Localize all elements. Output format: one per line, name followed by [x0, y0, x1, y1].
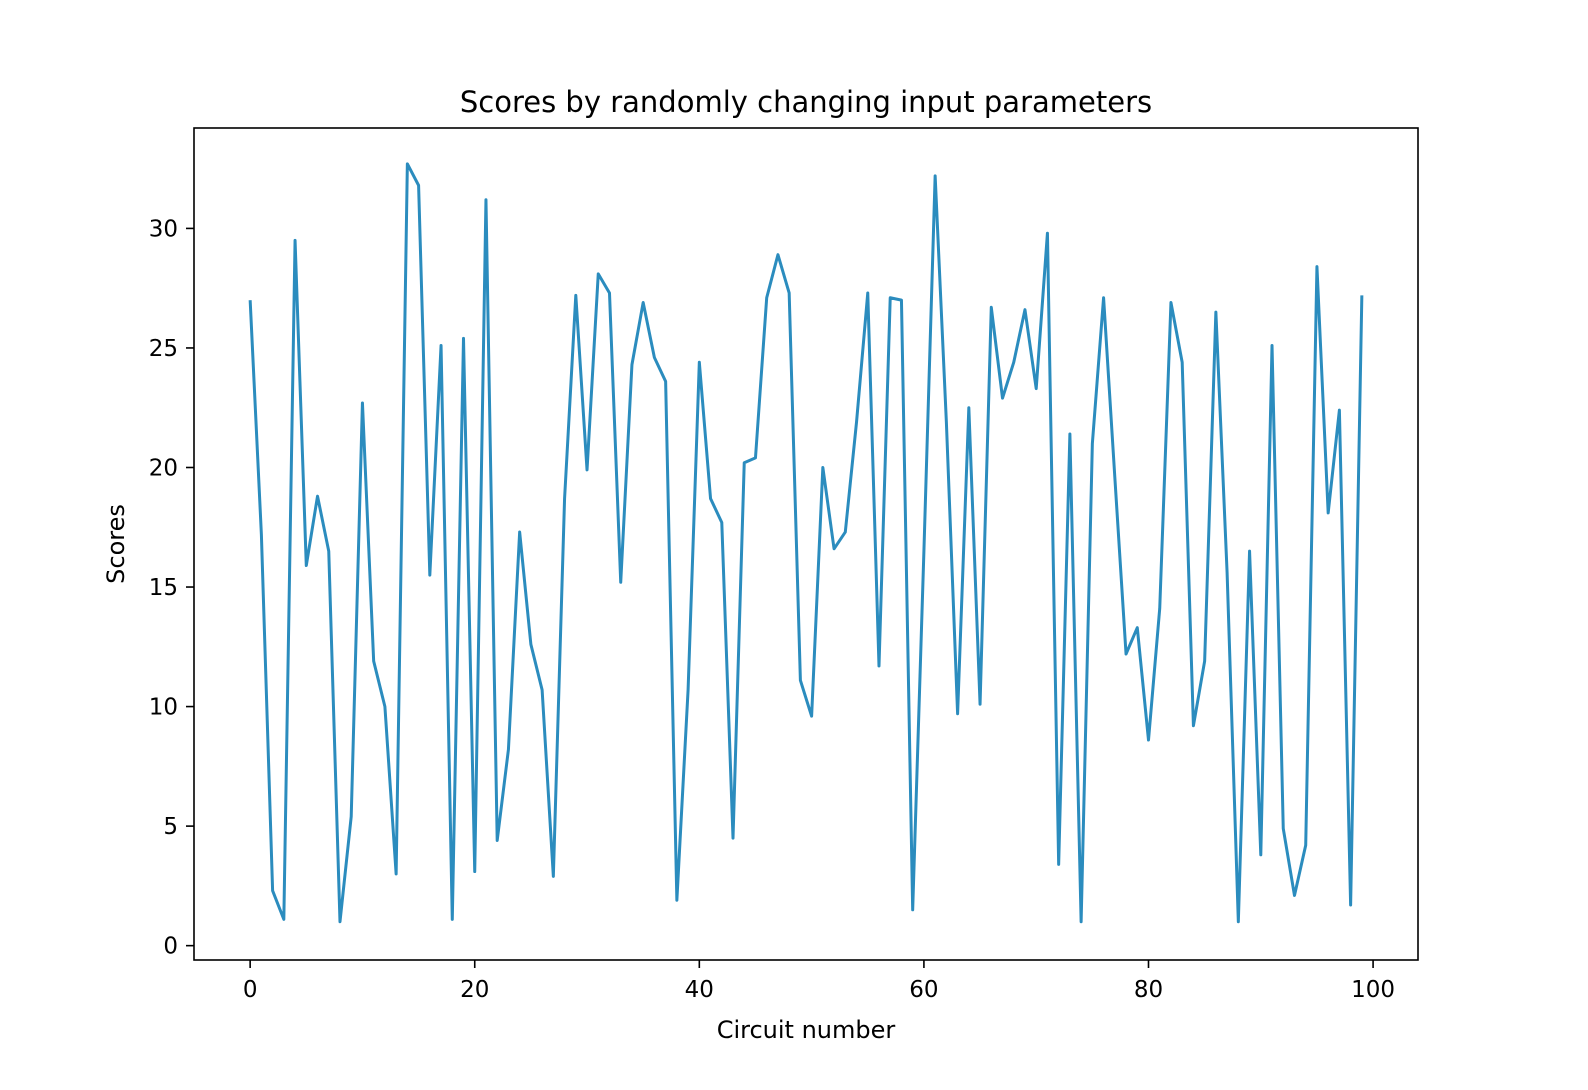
y-tick-label: 25	[149, 336, 178, 362]
x-tick-label: 100	[1351, 977, 1395, 1003]
chart-title: Scores by randomly changing input parame…	[460, 85, 1152, 119]
y-tick-label: 15	[149, 575, 178, 601]
x-tick-label: 20	[460, 977, 489, 1003]
y-tick-label: 0	[163, 934, 178, 960]
x-axis-ticks: 0 20 40 60 80 100	[243, 960, 1395, 1003]
x-axis-label: Circuit number	[717, 1016, 896, 1044]
series-line	[248, 162, 1364, 924]
x-tick-label: 40	[685, 977, 714, 1003]
x-tick-label: 80	[1134, 977, 1163, 1003]
y-tick-label: 20	[149, 455, 178, 481]
y-tick-label: 5	[163, 814, 178, 840]
y-axis-ticks: 0 5 10 15 20 25 30	[149, 216, 194, 960]
x-tick-label: 0	[243, 977, 258, 1003]
x-tick-label: 60	[909, 977, 938, 1003]
plot-frame	[193, 127, 1419, 961]
y-tick-label: 30	[149, 216, 178, 242]
y-axis-label: Scores	[102, 504, 130, 584]
y-tick-label: 10	[149, 695, 178, 721]
